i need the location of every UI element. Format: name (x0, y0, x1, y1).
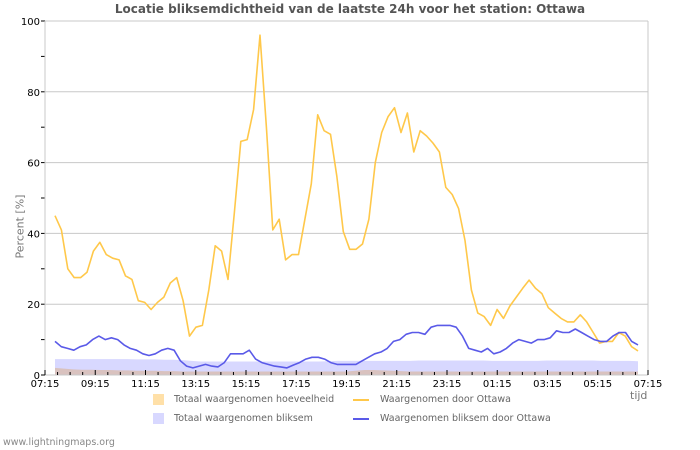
legend-item-observed-ottawa: Waargenomen door Ottawa (353, 394, 511, 405)
y-axis-label: Percent [%] (13, 194, 27, 259)
svg-text:15:15: 15:15 (232, 379, 261, 390)
svg-text:23:15: 23:15 (433, 379, 462, 390)
legend-swatch (153, 413, 164, 424)
axes: 0 20 40 60 80 100 07:15 09:15 11:15 13:15 15:15 17:… (21, 17, 663, 390)
legend-label: Totaal waargenomen hoeveelheid (174, 394, 335, 405)
svg-text:0: 0 (34, 371, 40, 382)
svg-text:11:15: 11:15 (131, 379, 160, 390)
svg-text:60: 60 (27, 159, 40, 170)
legend-line (353, 417, 369, 420)
svg-text:05:15: 05:15 (583, 379, 612, 390)
svg-text:01:15: 01:15 (483, 379, 512, 390)
legend-line (353, 398, 369, 401)
svg-text:03:15: 03:15 (533, 379, 562, 390)
svg-text:80: 80 (27, 88, 40, 99)
svg-text:09:15: 09:15 (81, 379, 110, 390)
legend-item-total-amount: Totaal waargenomen hoeveelheid (153, 394, 334, 405)
legend-label: Waargenomen door Ottawa (380, 394, 511, 405)
legend-item-observed-lightning-ottawa: Waargenomen bliksem door Ottawa (353, 413, 551, 424)
gridlines (45, 20, 648, 305)
footer-link[interactable]: www.lightningmaps.org (3, 437, 115, 448)
legend-label: Totaal waargenomen bliksem (174, 413, 313, 424)
svg-text:40: 40 (27, 229, 40, 240)
svg-text:07:15: 07:15 (31, 379, 60, 390)
svg-text:19:15: 19:15 (332, 379, 361, 390)
svg-text:100: 100 (21, 17, 40, 28)
svg-text:21:15: 21:15 (382, 379, 411, 390)
chart-title: Locatie bliksemdichtheid van de laatste … (114, 2, 586, 16)
legend-item-total-lightning: Totaal waargenomen bliksem (153, 413, 313, 424)
line-series (54, 34, 639, 369)
svg-text:13:15: 13:15 (181, 379, 210, 390)
svg-text:07:15: 07:15 (634, 379, 663, 390)
legend-label: Waargenomen bliksem door Ottawa (380, 413, 551, 424)
svg-text:20: 20 (27, 300, 40, 311)
x-axis-label: tijd (630, 389, 648, 402)
svg-text:17:15: 17:15 (282, 379, 311, 390)
legend-swatch (153, 394, 164, 405)
